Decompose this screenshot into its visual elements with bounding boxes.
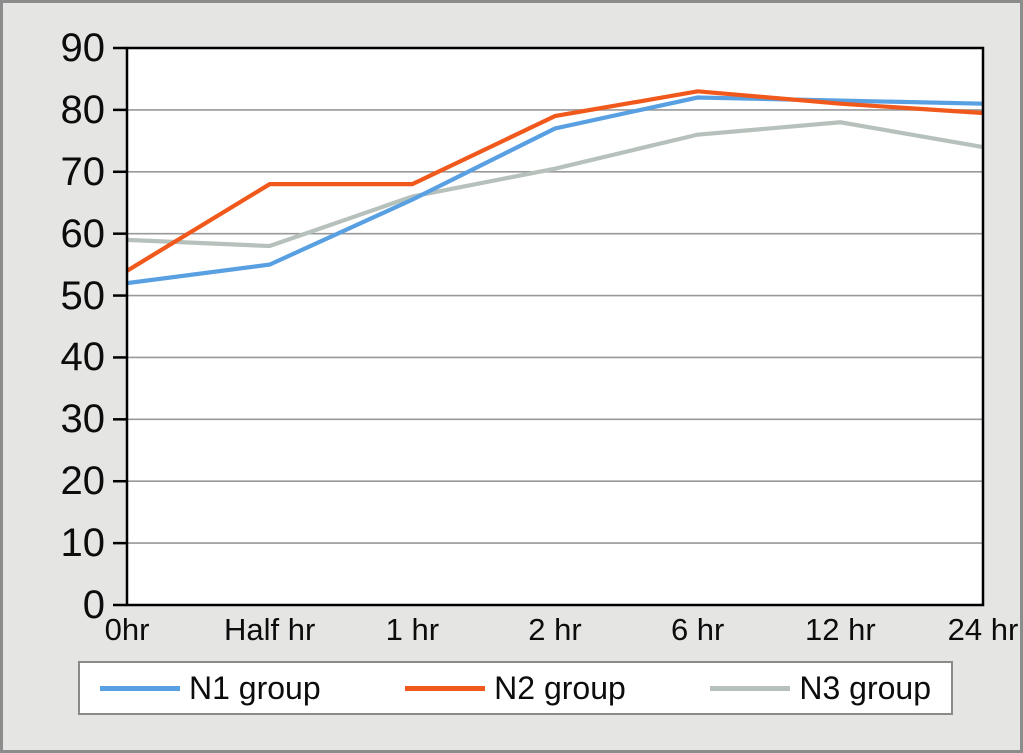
- legend-item-n1: N1 group: [100, 672, 321, 704]
- plot-area: [127, 48, 983, 605]
- series-line-n3: [126, 120, 984, 249]
- series-line-n1: [126, 95, 984, 286]
- x-axis-category-label: Half hr: [224, 612, 316, 647]
- y-axis-tick-label: 20: [60, 459, 106, 504]
- x-axis-category-label: 6 hr: [670, 612, 725, 647]
- x-axis-category-label: 2 hr: [528, 612, 582, 647]
- x-axis-category-label: 24 hr: [947, 612, 1019, 647]
- legend-item-n3: N3 group: [710, 672, 931, 704]
- legend-label-n1: N1 group: [189, 670, 321, 706]
- y-axis-tick-label: 0: [82, 583, 105, 627]
- y-axis-tick-label: 60: [60, 211, 106, 256]
- legend: N1 group N2 group N3 group: [78, 661, 953, 715]
- y-axis-tick-label: 50: [60, 273, 106, 318]
- n3-line-swatch: [710, 685, 791, 691]
- legend-label-n3: N3 group: [799, 670, 931, 706]
- legend-item-n2: N2 group: [405, 672, 626, 704]
- y-axis-tick-label: 30: [60, 397, 106, 442]
- n2-line-swatch: [405, 685, 486, 691]
- x-axis-category-label: 1 hr: [385, 612, 440, 647]
- y-axis-tick-label: 70: [60, 149, 106, 194]
- series-line-n2: [125, 89, 984, 273]
- legend-label-n2: N2 group: [494, 670, 626, 706]
- x-axis-labels: 0hr Half hr 1 hr 2 hr 6 hr 12 hr 24 hr: [3, 612, 1020, 655]
- y-axis-tick-label: 80: [60, 87, 106, 132]
- line-chart: [113, 46, 985, 607]
- y-axis-tick-label: 90: [60, 26, 106, 70]
- x-axis-category-label: 12 hr: [804, 612, 876, 647]
- n1-line-swatch: [100, 685, 180, 691]
- y-axis-labels: 0 10 20 30 40 50 60 70 80 90: [3, 3, 106, 750]
- plot-frame: [125, 46, 985, 607]
- y-axis-tick-label: 40: [60, 335, 106, 380]
- x-axis-category-label: 0hr: [104, 612, 150, 647]
- y-axis-tick-label: 10: [60, 521, 106, 566]
